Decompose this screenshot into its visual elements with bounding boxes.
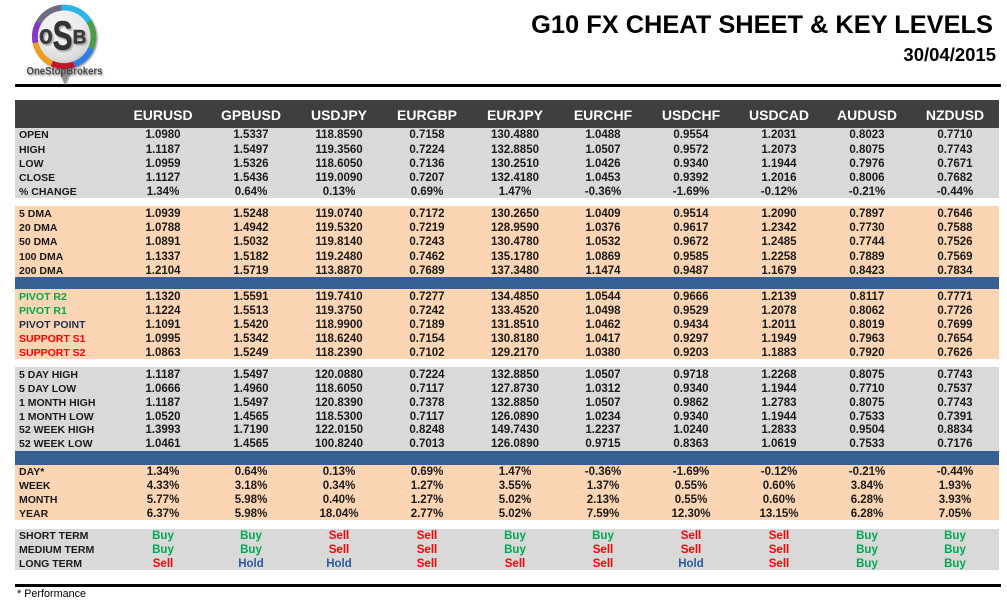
svg-text:o: o [39,19,53,49]
svg-text:B: B [73,27,87,49]
svg-text:S: S [53,13,73,59]
svg-text:OneStopBrokers: OneStopBrokers [27,66,103,78]
